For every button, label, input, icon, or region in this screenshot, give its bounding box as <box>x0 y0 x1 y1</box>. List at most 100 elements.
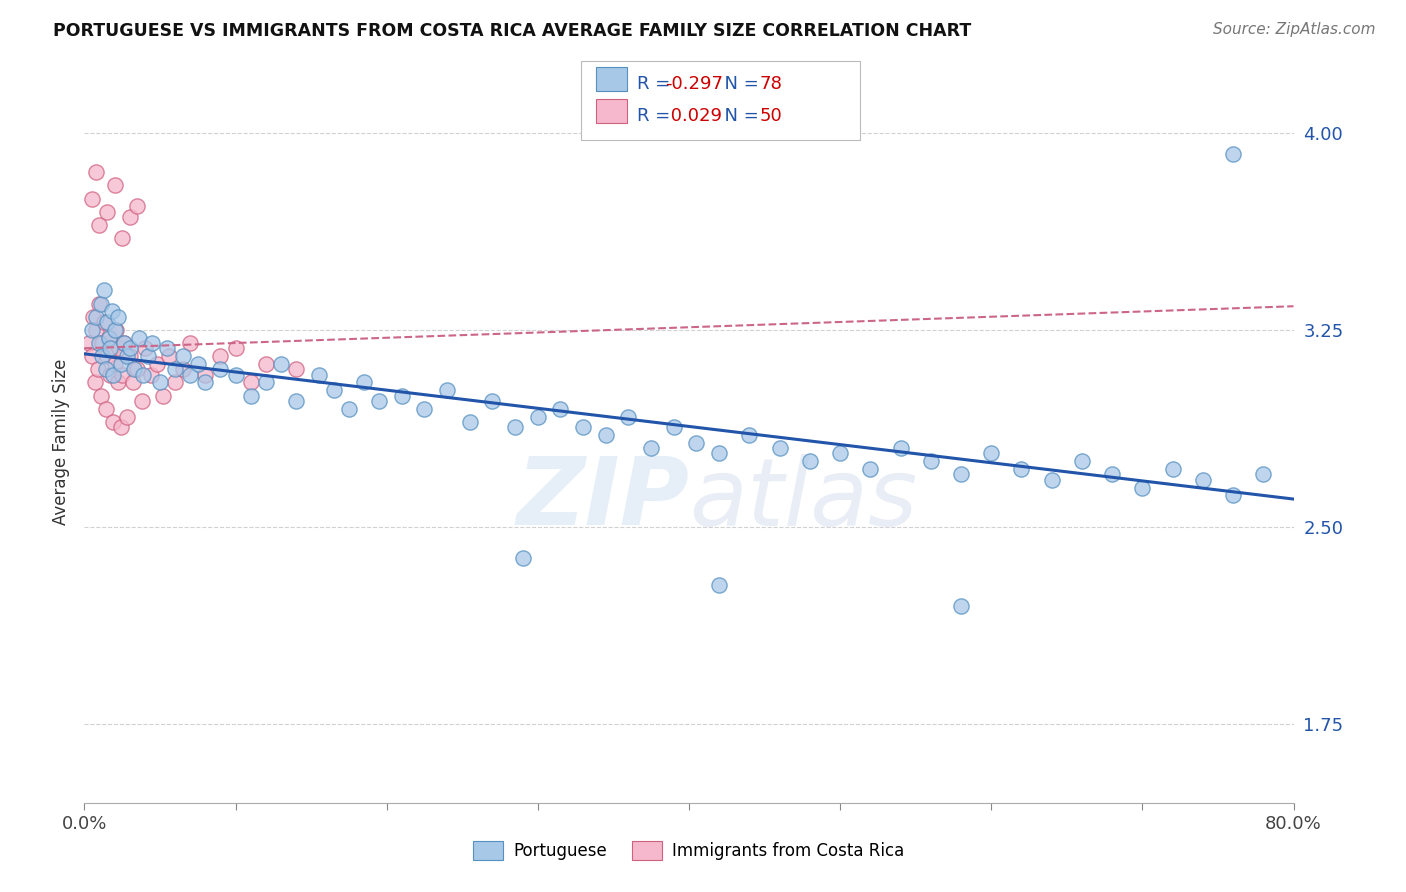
Point <box>1222 146 1244 161</box>
Point <box>270 357 292 371</box>
Point <box>107 376 129 390</box>
Point <box>101 368 124 382</box>
Point <box>436 384 458 398</box>
Point <box>94 362 117 376</box>
Point <box>225 341 247 355</box>
Text: atlas: atlas <box>689 454 917 545</box>
Point <box>118 341 141 355</box>
Point <box>512 551 534 566</box>
Point <box>82 310 104 324</box>
Point <box>685 435 707 450</box>
Point <box>285 393 308 408</box>
Point <box>107 310 129 324</box>
Point <box>194 368 217 382</box>
Point <box>1222 488 1244 502</box>
Point <box>709 578 731 592</box>
Point <box>209 362 232 376</box>
Point <box>105 323 128 337</box>
Point <box>89 218 111 232</box>
Point <box>104 178 127 193</box>
Point <box>1071 454 1094 468</box>
Point <box>91 336 114 351</box>
Y-axis label: Average Family Size: Average Family Size <box>52 359 70 524</box>
Point <box>595 428 617 442</box>
Point <box>115 409 138 424</box>
Point <box>920 454 942 468</box>
Point <box>110 357 132 371</box>
Text: -0.297: -0.297 <box>665 75 723 93</box>
Point <box>239 376 262 390</box>
Point <box>122 362 145 376</box>
Point <box>90 388 112 402</box>
Point <box>98 368 121 382</box>
Point <box>239 388 262 402</box>
Point <box>127 362 149 376</box>
Point <box>172 362 194 376</box>
Point <box>980 446 1002 460</box>
Point <box>108 341 131 355</box>
Point <box>141 336 163 351</box>
Point <box>799 454 821 468</box>
Point <box>96 349 118 363</box>
Point <box>97 331 120 345</box>
Point <box>121 376 143 390</box>
Point <box>1101 467 1123 482</box>
Point <box>90 296 112 310</box>
Point <box>572 420 595 434</box>
Point <box>322 384 344 398</box>
Point <box>458 415 481 429</box>
Point <box>80 192 103 206</box>
Text: N =: N = <box>713 75 765 93</box>
Point <box>84 376 107 390</box>
Point <box>111 231 134 245</box>
Point <box>337 401 360 416</box>
Point <box>115 349 138 363</box>
Point <box>503 420 526 434</box>
Point <box>139 368 162 382</box>
Point <box>1161 462 1184 476</box>
Point <box>353 376 375 390</box>
Point <box>131 393 153 408</box>
Point <box>830 446 852 460</box>
Point <box>86 310 108 324</box>
Point <box>209 349 232 363</box>
Point <box>156 341 179 355</box>
Point <box>859 462 882 476</box>
Point <box>527 409 550 424</box>
Point <box>104 357 127 371</box>
Point <box>80 349 103 363</box>
Point <box>111 368 134 382</box>
Text: R =: R = <box>637 107 676 125</box>
Point <box>149 376 172 390</box>
Point <box>118 210 141 224</box>
Point <box>132 368 155 382</box>
Point <box>100 304 122 318</box>
Point <box>769 441 792 455</box>
Point <box>179 368 201 382</box>
Point <box>80 323 103 337</box>
Point <box>738 428 761 442</box>
Point <box>617 409 640 424</box>
Point <box>1011 462 1033 476</box>
Point <box>86 165 108 179</box>
Point <box>101 415 124 429</box>
Point <box>179 336 201 351</box>
Point <box>93 284 115 298</box>
Point <box>89 296 111 310</box>
Point <box>96 315 118 329</box>
Legend: Portuguese, Immigrants from Costa Rica: Portuguese, Immigrants from Costa Rica <box>467 835 911 867</box>
Point <box>1130 481 1153 495</box>
Point <box>1040 473 1063 487</box>
Point <box>93 315 115 329</box>
Text: ZIP: ZIP <box>516 453 689 545</box>
Point <box>413 401 436 416</box>
Point <box>368 393 391 408</box>
Point <box>77 336 100 351</box>
Point <box>97 331 120 345</box>
Point <box>96 204 118 219</box>
Point <box>285 362 308 376</box>
Point <box>481 393 503 408</box>
Point <box>172 349 194 363</box>
Point <box>98 341 121 355</box>
Point <box>1253 467 1275 482</box>
